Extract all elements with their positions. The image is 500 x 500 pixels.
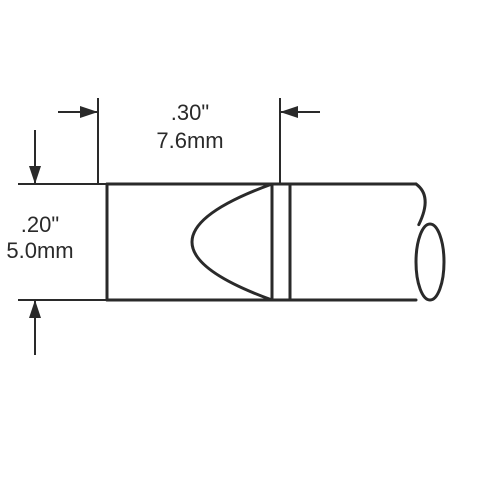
length-mm-label: 7.6mm <box>156 128 223 153</box>
tip-outline <box>107 184 444 300</box>
arrowhead <box>80 106 98 118</box>
arrowhead <box>29 166 41 184</box>
length-inch-label: .30" <box>171 100 209 125</box>
tech-drawing: .30" 7.6mm .20"5.0mm <box>0 0 500 500</box>
width-mm-label: 5.0mm <box>6 238 73 263</box>
arrowhead <box>280 106 298 118</box>
arrowhead <box>29 300 41 318</box>
width-inch-label: .20" <box>21 212 59 237</box>
